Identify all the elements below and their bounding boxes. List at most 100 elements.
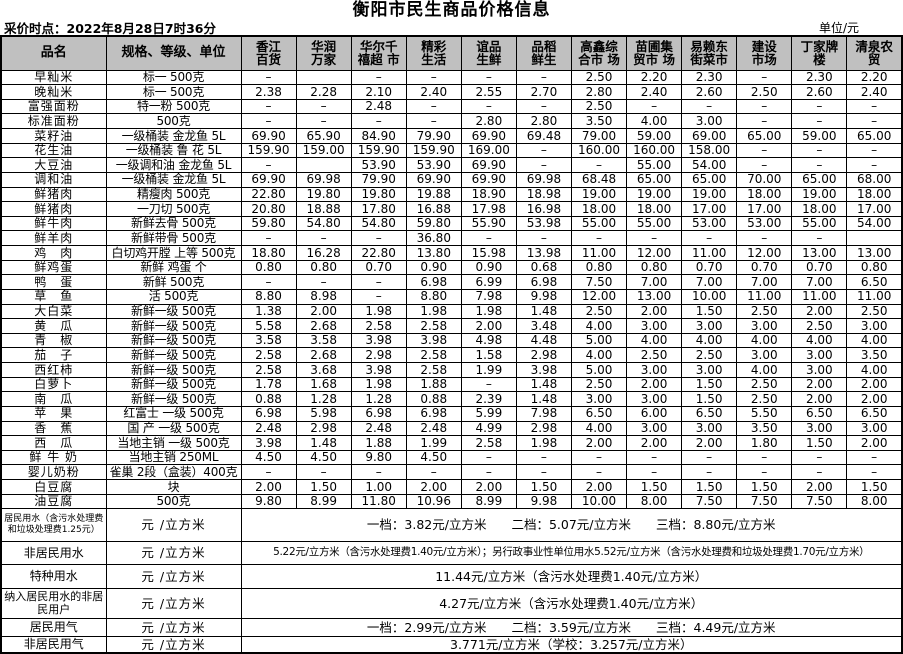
price-cell: 1.98	[405, 303, 462, 320]
price-cell: –	[791, 142, 848, 159]
utility-row: 居民用水（含污水处理费和垃圾处理费1.25元）元 /立方米 一档：3.82元/立方…	[0, 508, 903, 542]
price-cell: 2.20	[626, 69, 683, 86]
price-cell: –	[736, 449, 793, 466]
product-row: 香 蕉国 产 一级 500克 2.48 2.98 2.48 2.48 4.99 2.98 4.…	[0, 420, 903, 437]
price-cell: 2.38	[240, 84, 297, 100]
price-cell: 5.98	[295, 405, 352, 422]
spec-cell: 一刀切 500克	[105, 201, 242, 217]
price-cell: 53.90	[405, 157, 462, 173]
product-name-cell: 花生油	[0, 142, 107, 159]
col-header-store: 丁家牌 楼	[791, 35, 848, 71]
price-cell: 3.98	[515, 362, 572, 378]
price-cell: 2.00	[791, 303, 848, 320]
price-cell: 5.58	[240, 318, 297, 334]
table-header: 品名 规格、等级、单位 香江 百货 华润 万家 华尔千 禧超 市精彩 生活 谊品 生鲜 品稻…	[0, 35, 903, 71]
utility-row: 非居民用水元 /立方米 5.22元/立方米（含污水处理费1.40元/立方米）；另行…	[0, 540, 903, 566]
price-cell: 1.68	[295, 376, 352, 393]
price-cell: 2.50	[626, 347, 683, 363]
price-cell: 17.00	[681, 201, 738, 217]
price-cell: 1.88	[350, 435, 407, 451]
product-row: 鲜牛肉 新鲜去骨 500克 59.80 54.80 54.80 59.80 55.90 53.…	[0, 215, 903, 232]
price-cell: 4.00	[570, 347, 628, 363]
price-cell: 55.00	[791, 215, 848, 232]
price-cell: 17.80	[350, 201, 407, 217]
price-cell: 18.00	[626, 201, 683, 217]
price-cell: 4.00	[626, 332, 683, 349]
col-header-store: 清泉农 贸	[846, 35, 903, 71]
price-cell: 6.50	[570, 405, 628, 422]
price-cell: 2.00	[570, 479, 628, 495]
price-cell: 13.80	[405, 245, 462, 261]
price-cell: 3.00	[681, 113, 738, 129]
price-cell: 2.50	[736, 303, 793, 320]
price-cell: 2.48	[405, 420, 462, 437]
price-cell: 3.58	[295, 332, 352, 349]
product-name-cell: 黄 瓜	[0, 318, 107, 334]
price-cell: 1.50	[626, 479, 683, 495]
col-header-store: 谊品 生鲜	[460, 35, 517, 71]
price-cell: 11.00	[736, 288, 793, 305]
spec-cell: 新鲜带骨 500克	[105, 230, 242, 246]
price-cell: 4.00	[681, 332, 738, 349]
price-cell: 2.00	[846, 435, 903, 451]
col-header-store: 苗圃集 贸市 场	[626, 35, 683, 71]
price-cell: –	[846, 464, 903, 480]
product-row: 茄 子新鲜一级 500克 2.58 2.68 2.98 2.58 1.58 2.98 4.00…	[0, 347, 903, 363]
price-cell: –	[570, 464, 628, 480]
price-cell: 0.80	[570, 259, 628, 276]
price-cell: –	[515, 230, 572, 246]
price-cell: 0.80	[240, 259, 297, 276]
price-cell: 2.40	[846, 84, 903, 100]
price-cell: 2.10	[350, 84, 407, 100]
price-cell: –	[240, 274, 297, 290]
price-cell: –	[846, 449, 903, 466]
price-cell: –	[295, 274, 352, 290]
price-cell: 0.88	[240, 391, 297, 407]
price-cell: 11.00	[570, 245, 628, 261]
price-cell: 22.80	[350, 245, 407, 261]
price-cell: 3.50	[736, 420, 793, 437]
price-cell: 70.00	[736, 171, 793, 188]
price-cell: –	[736, 113, 793, 129]
price-cell: 2.58	[405, 347, 462, 363]
utility-name-cell: 特种用水	[0, 564, 107, 589]
price-cell: –	[846, 142, 903, 159]
price-cell: 2.58	[350, 318, 407, 334]
price-cell: 2.00	[681, 435, 738, 451]
utility-value-cell: 一档：3.82元/立方米 二档：5.07元/立方米 三档：8.80元/立方米	[240, 508, 903, 542]
price-cell: 54.00	[681, 157, 738, 173]
price-cell: 55.00	[570, 215, 628, 232]
spec-cell: 一级桶装 金龙鱼 5L	[105, 128, 242, 144]
col-header-spec: 规格、等级、单位	[105, 35, 242, 71]
price-cell: 2.68	[295, 318, 352, 334]
price-cell: 1.98	[350, 376, 407, 393]
price-cell: 159.90	[240, 142, 297, 159]
utility-row: 非居民用气元 /立方米 3.771元/立方米（学校：3.257元/立方米）	[0, 636, 903, 654]
unit-label: 单位/元	[818, 21, 859, 35]
price-cell	[295, 69, 352, 86]
price-cell: 7.50	[736, 493, 793, 510]
price-cell: 4.99	[460, 420, 517, 437]
price-cell: 13.00	[846, 245, 903, 261]
page-title: 衡阳市民生商品价格信息	[352, 0, 551, 20]
utility-name-cell: 非居民用水	[0, 540, 107, 566]
price-cell: 18.88	[295, 201, 352, 217]
spec-cell: 红富士 一级 500克	[105, 405, 242, 422]
price-cell: 3.00	[791, 362, 848, 378]
price-cell: 2.50	[791, 318, 848, 334]
product-name-cell: 鸡 肉	[0, 245, 107, 261]
price-cell: –	[240, 98, 297, 115]
price-cell: 2.00	[460, 318, 517, 334]
price-cell: 16.98	[515, 201, 572, 217]
price-cell: 8.80	[240, 288, 297, 305]
price-cell: 1.48	[515, 376, 572, 393]
product-name-cell: 香 蕉	[0, 420, 107, 437]
price-cell: 3.98	[350, 362, 407, 378]
price-cell: 18.00	[570, 201, 628, 217]
price-cell: 10.00	[570, 493, 628, 510]
price-cell: –	[846, 113, 903, 129]
spec-cell: 一级桶装 金龙鱼 5L	[105, 171, 242, 188]
price-cell: –	[515, 142, 572, 159]
spec-cell: 新鲜一级 500克	[105, 332, 242, 349]
